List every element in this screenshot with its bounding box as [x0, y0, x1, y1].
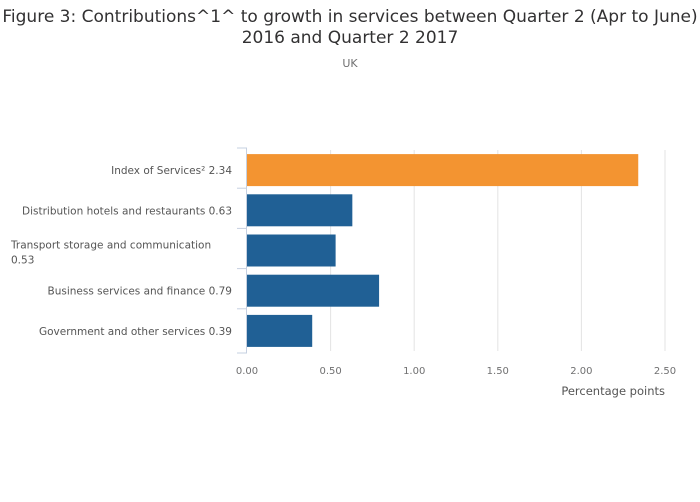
bar	[247, 154, 639, 187]
chart-subtitle: UK	[342, 57, 358, 70]
x-tick-label: 1.50	[487, 366, 509, 377]
x-tick-label: 2.00	[570, 366, 592, 377]
bar	[247, 194, 353, 227]
bar	[247, 234, 336, 267]
x-axis-title: Percentage points	[561, 384, 665, 398]
bar	[247, 274, 380, 307]
y-category-label: Index of Services² 2.34	[111, 165, 232, 177]
x-tick-label: 0.50	[319, 366, 341, 377]
y-category-label: Business services and finance 0.79	[48, 286, 232, 298]
chart-title: Figure 3: Contributions^1^ to growth in …	[2, 7, 698, 48]
x-tick-label: 2.50	[654, 366, 676, 377]
x-tick-label: 0.00	[236, 366, 258, 377]
y-category-label: Transport storage and communication	[10, 240, 211, 252]
y-category-label: Government and other services 0.39	[39, 326, 232, 338]
y-category-label: Distribution hotels and restaurants 0.63	[22, 205, 232, 217]
bar	[247, 314, 313, 347]
x-tick-label: 1.00	[403, 366, 425, 377]
y-category-label: 0.53	[11, 255, 34, 267]
